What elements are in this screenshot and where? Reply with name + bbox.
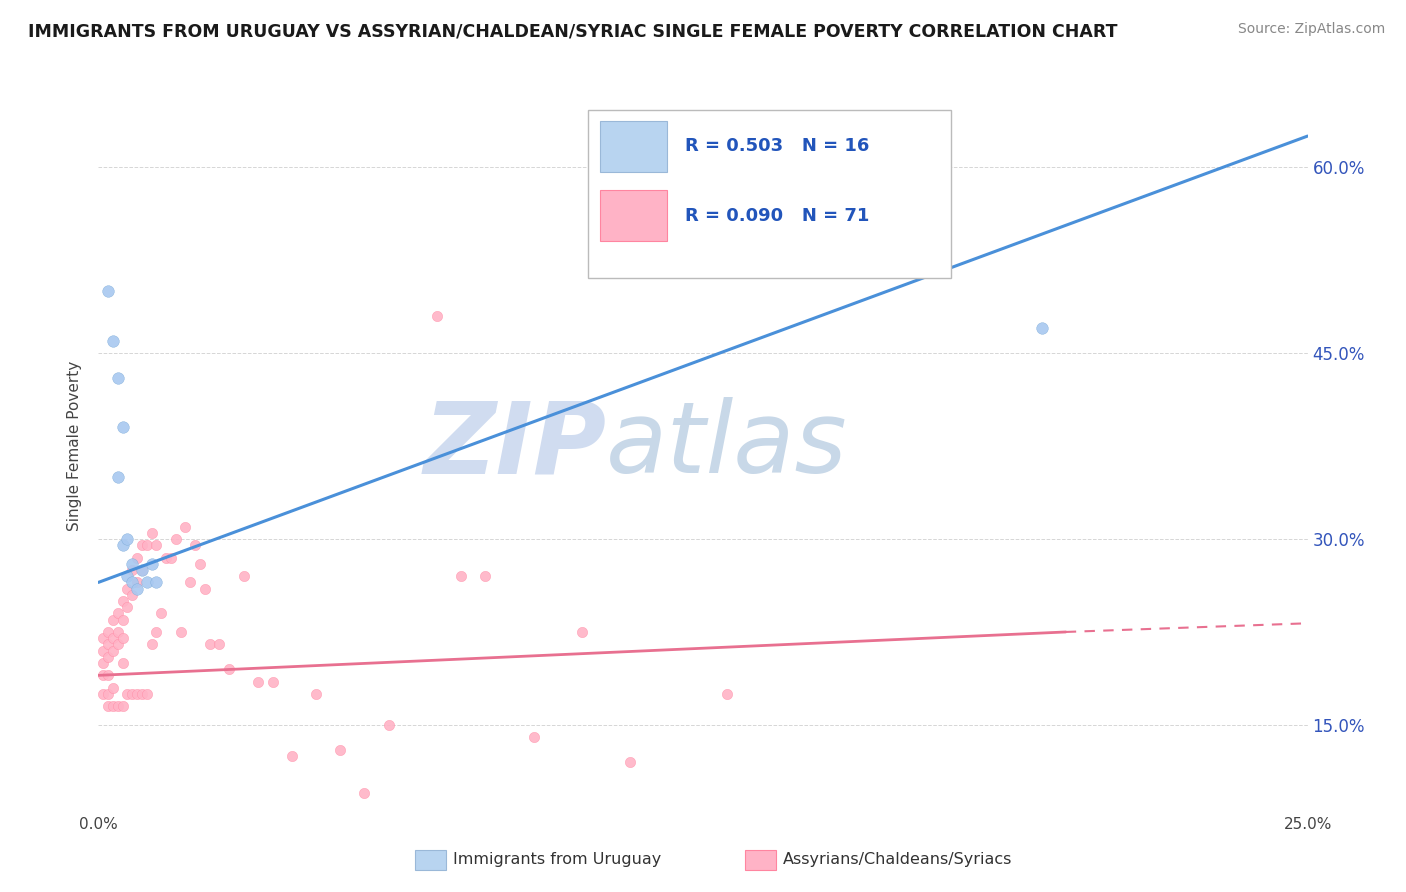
Point [127, 550, 149, 565]
Point [121, 575, 143, 590]
Point [107, 371, 129, 385]
Point [111, 613, 134, 627]
Point [111, 699, 134, 714]
Point [474, 569, 496, 583]
Point [101, 334, 124, 348]
Point [262, 674, 284, 689]
Point [184, 538, 207, 552]
Point [101, 631, 124, 645]
FancyBboxPatch shape [588, 110, 950, 277]
Text: ZIP: ZIP [423, 398, 606, 494]
Point [218, 662, 240, 676]
Point [179, 575, 201, 590]
Point [117, 582, 139, 596]
Point [198, 637, 221, 651]
Point [117, 532, 139, 546]
Point [208, 637, 231, 651]
Point [145, 538, 167, 552]
Point [101, 699, 124, 714]
Point [135, 687, 157, 701]
Point [716, 687, 738, 701]
Point [127, 582, 149, 596]
Text: atlas: atlas [606, 398, 848, 494]
Point [101, 643, 124, 657]
Y-axis label: Single Female Poverty: Single Female Poverty [67, 361, 83, 531]
Point [91, 687, 114, 701]
Point [97, 284, 120, 298]
Point [97, 637, 120, 651]
FancyBboxPatch shape [600, 190, 666, 241]
Point [426, 309, 449, 323]
Point [160, 550, 183, 565]
Point [131, 538, 153, 552]
Point [247, 674, 270, 689]
Point [117, 569, 139, 583]
Text: R = 0.503   N = 16: R = 0.503 N = 16 [685, 137, 869, 155]
Point [141, 557, 163, 571]
Point [523, 731, 546, 745]
Point [135, 575, 157, 590]
Point [619, 755, 641, 769]
Point [117, 687, 139, 701]
Point [135, 538, 157, 552]
Point [111, 594, 134, 608]
Point [97, 649, 120, 664]
Point [141, 525, 163, 540]
Point [188, 557, 211, 571]
Point [97, 624, 120, 639]
Point [121, 588, 143, 602]
Point [111, 656, 134, 670]
Point [377, 718, 399, 732]
Point [353, 786, 375, 800]
Point [91, 656, 114, 670]
Point [121, 557, 143, 571]
Point [107, 624, 129, 639]
Point [97, 699, 120, 714]
Point [107, 607, 129, 621]
Point [121, 687, 143, 701]
Point [121, 563, 143, 577]
Point [107, 637, 129, 651]
Point [127, 687, 149, 701]
Point [111, 538, 134, 552]
Point [91, 631, 114, 645]
Text: IMMIGRANTS FROM URUGUAY VS ASSYRIAN/CHALDEAN/SYRIAC SINGLE FEMALE POVERTY CORREL: IMMIGRANTS FROM URUGUAY VS ASSYRIAN/CHAL… [28, 22, 1118, 40]
Text: Assyrians/Chaldeans/Syriacs: Assyrians/Chaldeans/Syriacs [783, 853, 1012, 867]
Text: Source: ZipAtlas.com: Source: ZipAtlas.com [1237, 22, 1385, 37]
Point [111, 631, 134, 645]
Point [97, 668, 120, 682]
Point [107, 699, 129, 714]
Point [111, 420, 134, 434]
Point [97, 687, 120, 701]
Point [169, 624, 191, 639]
Point [232, 569, 254, 583]
Point [131, 563, 153, 577]
Point [107, 470, 129, 484]
Point [127, 575, 149, 590]
Point [131, 563, 153, 577]
Point [91, 643, 114, 657]
Point [450, 569, 472, 583]
Point [281, 748, 304, 763]
Text: Immigrants from Uruguay: Immigrants from Uruguay [453, 853, 661, 867]
Point [305, 687, 328, 701]
FancyBboxPatch shape [600, 120, 666, 171]
Point [165, 532, 187, 546]
Text: R = 0.090   N = 71: R = 0.090 N = 71 [685, 207, 869, 225]
Point [117, 600, 139, 615]
Point [1031, 321, 1053, 335]
Point [141, 637, 163, 651]
Point [155, 550, 177, 565]
Point [101, 613, 124, 627]
Point [145, 624, 167, 639]
Point [150, 607, 173, 621]
Point [194, 582, 217, 596]
Point [145, 575, 167, 590]
Point [131, 687, 153, 701]
Point [571, 624, 593, 639]
Point [329, 743, 352, 757]
Point [174, 519, 197, 533]
Point [91, 668, 114, 682]
Point [101, 681, 124, 695]
